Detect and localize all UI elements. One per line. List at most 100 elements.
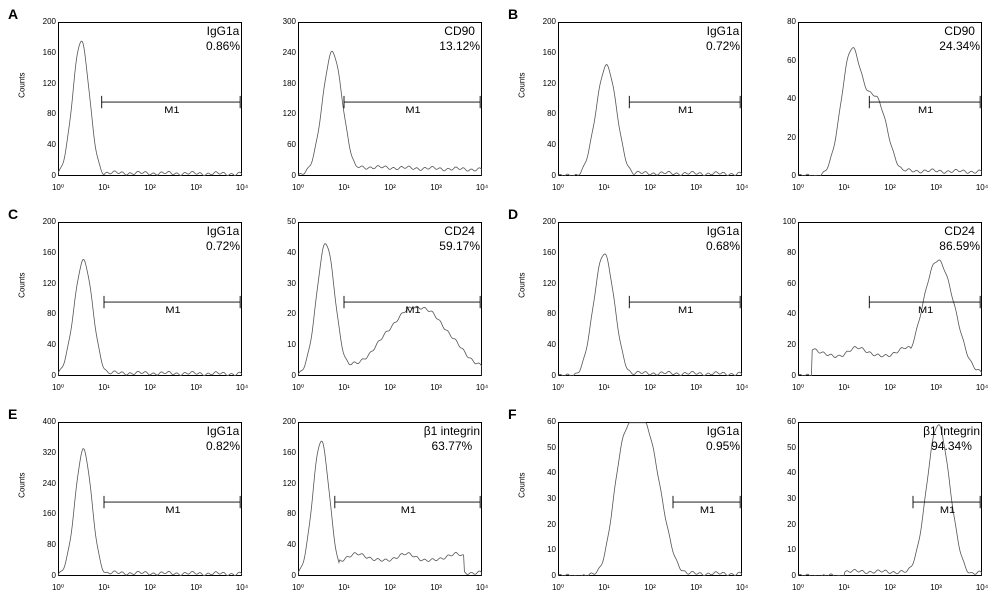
marker-name: IgG1a [706, 424, 740, 439]
y-axis: 04080120160200 [542, 22, 558, 176]
y-tick: 200 [543, 18, 556, 26]
x-tick: 10² [144, 184, 156, 192]
x-axis: 10⁰10¹10²10³10⁴ [298, 376, 482, 394]
histogram-plot: M1 CD9013.12% 06012018024030010⁰10¹10²10³1… [268, 14, 488, 198]
x-tick: 10⁰ [792, 584, 804, 592]
y-tick: 20 [787, 341, 796, 349]
y-tick: 60 [287, 141, 296, 149]
x-axis: 10⁰10¹10²10³10⁴ [798, 576, 982, 594]
histogram-curve [298, 244, 482, 376]
histogram-plot: CountsM1IgG1a0.72%0408012016020010⁰10¹10… [28, 214, 248, 398]
x-tick: 10⁰ [792, 384, 804, 392]
marker-percent: 63.77% [424, 439, 480, 454]
x-tick: 10⁴ [976, 384, 988, 392]
marker-percent: 94.34% [923, 439, 980, 454]
histogram-curve [298, 441, 482, 576]
y-axis: 020406080100 [782, 222, 798, 376]
panel-letter: E [8, 406, 17, 422]
marker-name: IgG1a [706, 24, 740, 39]
histogram-curve [58, 41, 242, 176]
x-tick: 10⁴ [736, 584, 748, 592]
y-axis: 0102030405060 [782, 422, 798, 576]
marker-name: CD90 [939, 24, 980, 39]
marker-name: CD90 [439, 24, 480, 39]
marker-name: IgG1a [206, 224, 240, 239]
y-tick: 0 [292, 372, 296, 380]
y-tick: 80 [47, 541, 56, 549]
x-axis: 10⁰10¹10²10³10⁴ [298, 576, 482, 594]
y-tick: 60 [547, 418, 556, 426]
x-tick: 10² [384, 384, 396, 392]
histogram-curve [798, 48, 982, 176]
panel-letter: F [508, 406, 517, 422]
x-tick: 10⁴ [476, 584, 488, 592]
marker-label: CD9024.34% [939, 24, 980, 54]
y-tick: 30 [287, 280, 296, 288]
x-tick: 10⁰ [292, 384, 304, 392]
gate-m1-label: M1 [165, 506, 181, 516]
y-tick: 160 [43, 49, 56, 57]
x-axis: 10⁰10¹10²10³10⁴ [58, 576, 242, 594]
marker-percent: 0.95% [706, 439, 740, 454]
y-axis: 0102030405060 [542, 422, 558, 576]
x-tick: 10¹ [338, 584, 350, 592]
y-tick: 0 [292, 572, 296, 580]
x-axis: 10⁰10¹10²10³10⁴ [298, 176, 482, 194]
y-axis: 060120180240300 [282, 22, 298, 176]
x-tick: 10² [884, 384, 896, 392]
gate-m1-label: M1 [401, 506, 417, 516]
y-tick: 40 [787, 310, 796, 318]
marker-percent: 13.12% [439, 39, 480, 54]
y-tick: 0 [552, 372, 556, 380]
histogram-plot: M1CD2459.17%0102030405010⁰10¹10²10³10⁴ [268, 214, 488, 398]
figure-grid: ACountsM1IgG1a0.86%0408012016020010⁰10¹1… [10, 10, 990, 602]
x-tick: 10³ [930, 184, 942, 192]
x-tick: 10⁴ [236, 384, 248, 392]
y-axis-label: Counts [518, 272, 527, 297]
y-tick: 40 [787, 469, 796, 477]
x-tick: 10³ [190, 184, 202, 192]
y-tick: 80 [47, 310, 56, 318]
histogram-plot: M1β1 Integrin94.34%010203040506010⁰10¹10… [768, 414, 988, 598]
gate-m1-label: M1 [700, 506, 716, 516]
y-tick: 0 [552, 572, 556, 580]
y-tick: 300 [283, 18, 296, 26]
y-tick: 320 [43, 449, 56, 457]
marker-name: IgG1a [206, 24, 240, 39]
x-tick: 10³ [430, 584, 442, 592]
x-axis: 10⁰10¹10²10³10⁴ [58, 376, 242, 394]
marker-label: CD2459.17% [439, 224, 480, 254]
gate-m1-label: M1 [405, 106, 421, 116]
marker-label: IgG1a0.72% [706, 24, 740, 54]
histogram-plot: M1CD9024.34%02040608010⁰10¹10²10³10⁴ [768, 14, 988, 198]
y-axis-label: Counts [518, 72, 527, 97]
marker-percent: 0.72% [706, 39, 740, 54]
marker-label: β1 integrin63.77% [424, 424, 480, 454]
y-tick: 80 [547, 310, 556, 318]
marker-label: IgG1a0.68% [706, 224, 740, 254]
marker-label: IgG1a0.82% [206, 424, 240, 454]
y-tick: 20 [287, 310, 296, 318]
y-axis: 04080120160200 [542, 222, 558, 376]
y-tick: 0 [792, 172, 796, 180]
panel-letter: A [8, 6, 18, 22]
marker-name: IgG1a [206, 424, 240, 439]
x-tick: 10³ [690, 384, 702, 392]
x-tick: 10¹ [598, 184, 610, 192]
y-tick: 120 [43, 280, 56, 288]
histogram-plot: M1 β1 integrin63.77% 0408012016020010⁰10¹1… [268, 414, 488, 598]
y-tick: 400 [43, 418, 56, 426]
gate-m1-label: M1 [678, 106, 694, 116]
marker-percent: 0.68% [706, 239, 740, 254]
marker-percent: 86.59% [939, 239, 980, 254]
x-tick: 10¹ [838, 584, 850, 592]
y-axis: 01020304050 [282, 222, 298, 376]
x-tick: 10⁴ [736, 384, 748, 392]
marker-name: IgG1a [706, 224, 740, 239]
y-tick: 120 [543, 80, 556, 88]
x-tick: 10⁴ [236, 184, 248, 192]
y-tick: 0 [792, 372, 796, 380]
y-tick: 30 [547, 495, 556, 503]
y-axis: 04080120160200 [282, 422, 298, 576]
y-tick: 120 [43, 80, 56, 88]
